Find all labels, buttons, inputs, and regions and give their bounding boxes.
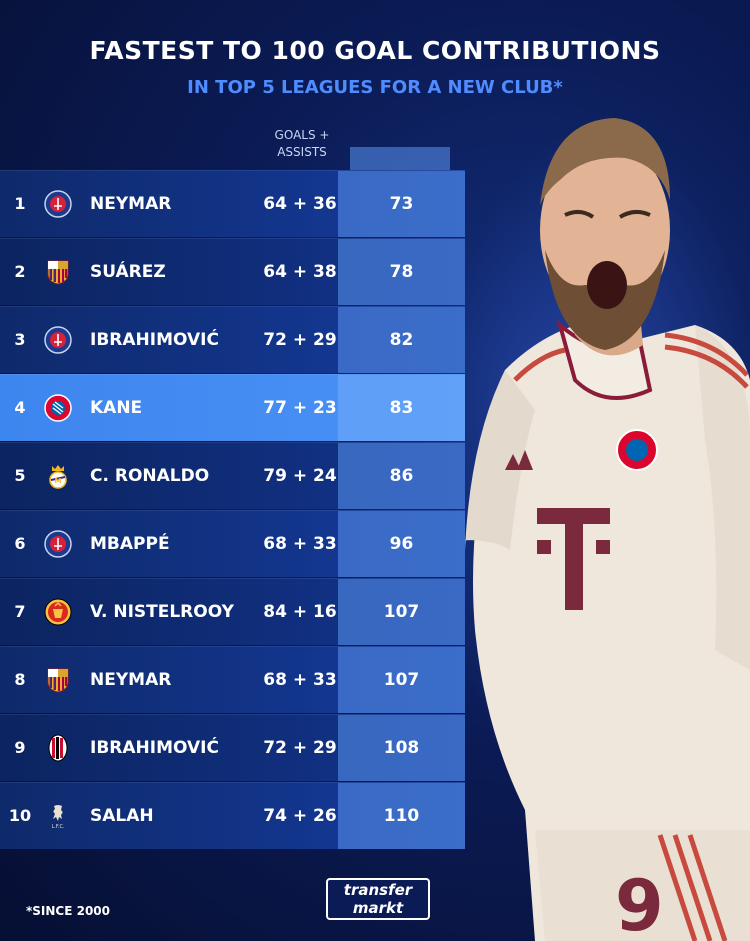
table-row: 5 M C. RONALDO 79 + 24 86	[0, 442, 465, 509]
goals-assists-header-line1: GOALS +	[274, 128, 330, 142]
table-row: 6 MBAPPÉ 68 + 33 96	[0, 510, 465, 577]
liverpool-crest-icon: L.F.C.	[44, 802, 72, 830]
goals-assists: 68 + 33	[263, 534, 337, 554]
goals-assists-header: GOALS + ASSISTS	[262, 127, 342, 161]
rank: 8	[14, 670, 26, 689]
real-madrid-crest-icon: M	[44, 462, 72, 490]
svg-text:M: M	[55, 477, 62, 485]
rank: 2	[14, 262, 26, 281]
games-count: 107	[338, 579, 465, 645]
games-count: 82	[338, 307, 465, 373]
table-row: 2 SUÁREZ 64 + 38 78	[0, 238, 465, 305]
table-row-highlighted: 4 KANE 77 + 23 83	[0, 374, 465, 441]
table-row: 8 NEYMAR 68 + 33 107	[0, 646, 465, 713]
player-photo: 9	[465, 110, 750, 941]
table-row: 3 IBRAHIMOVIĆ 72 + 29 82	[0, 306, 465, 373]
games-count: 96	[338, 511, 465, 577]
goals-assists: 64 + 36	[263, 194, 337, 214]
player-name: IBRAHIMOVIĆ	[90, 330, 219, 350]
logo-line1: transfer	[343, 881, 413, 899]
goals-assists-header-line2: ASSISTS	[277, 145, 327, 159]
transfermarkt-logo: transfer markt	[326, 878, 430, 920]
rank: 7	[14, 602, 26, 621]
ac-milan-crest-icon	[44, 734, 72, 762]
psg-crest-icon	[44, 530, 72, 558]
goals-assists: 72 + 29	[263, 738, 337, 758]
player-name: MBAPPÉ	[90, 534, 170, 554]
player-name: SALAH	[90, 806, 154, 826]
goals-assists: 84 + 16	[263, 602, 337, 622]
bayern-crest-icon	[44, 394, 72, 422]
psg-crest-icon	[44, 190, 72, 218]
player-name: IBRAHIMOVIĆ	[90, 738, 219, 758]
games-count: 110	[338, 783, 465, 849]
table-row: 10 L.F.C. SALAH 74 + 26 110	[0, 782, 465, 849]
barcelona-crest-icon	[44, 666, 72, 694]
player-name: SUÁREZ	[90, 262, 166, 282]
goals-assists: 72 + 29	[263, 330, 337, 350]
rank: 10	[8, 806, 32, 825]
player-name: KANE	[90, 398, 143, 418]
player-name: NEYMAR	[90, 670, 172, 690]
page-subtitle: IN TOP 5 LEAGUES FOR A NEW CLUB*	[187, 77, 563, 98]
player-name: NEYMAR	[90, 194, 172, 214]
logo-line2: markt	[352, 899, 404, 917]
svg-text:L.F.C.: L.F.C.	[51, 824, 65, 830]
rank: 1	[14, 194, 26, 213]
goals-assists: 77 + 23	[263, 398, 337, 418]
svg-text:9: 9	[615, 865, 664, 941]
rank: 5	[14, 466, 26, 485]
games-count: 78	[338, 239, 465, 305]
games-count: 86	[338, 443, 465, 509]
table-row: 9 IBRAHIMOVIĆ 72 + 29 108	[0, 714, 465, 781]
footnote: *SINCE 2000	[26, 904, 111, 918]
games-count: 73	[338, 171, 465, 237]
table-row: 1 NEYMAR 64 + 36 73	[0, 170, 465, 237]
rank: 3	[14, 330, 26, 349]
goals-assists: 68 + 33	[263, 670, 337, 690]
player-name: V. NISTELROOY	[90, 602, 234, 622]
rank: 4	[14, 398, 26, 417]
goals-assists: 74 + 26	[263, 806, 337, 826]
goals-assists: 79 + 24	[263, 466, 337, 486]
psg-crest-icon	[44, 326, 72, 354]
rank: 6	[14, 534, 26, 553]
barcelona-crest-icon	[44, 258, 72, 286]
table-row: 7 V. NISTELROOY 84 + 16 107	[0, 578, 465, 645]
games-count: 108	[338, 715, 465, 781]
page-title: FASTEST TO 100 GOAL CONTRIBUTIONS	[89, 36, 661, 65]
man-utd-crest-icon	[44, 598, 72, 626]
player-name: C. RONALDO	[90, 466, 210, 486]
games-count: 83	[338, 375, 465, 441]
goals-assists: 64 + 38	[263, 262, 337, 282]
rank: 9	[14, 738, 26, 757]
games-count: 107	[338, 647, 465, 713]
